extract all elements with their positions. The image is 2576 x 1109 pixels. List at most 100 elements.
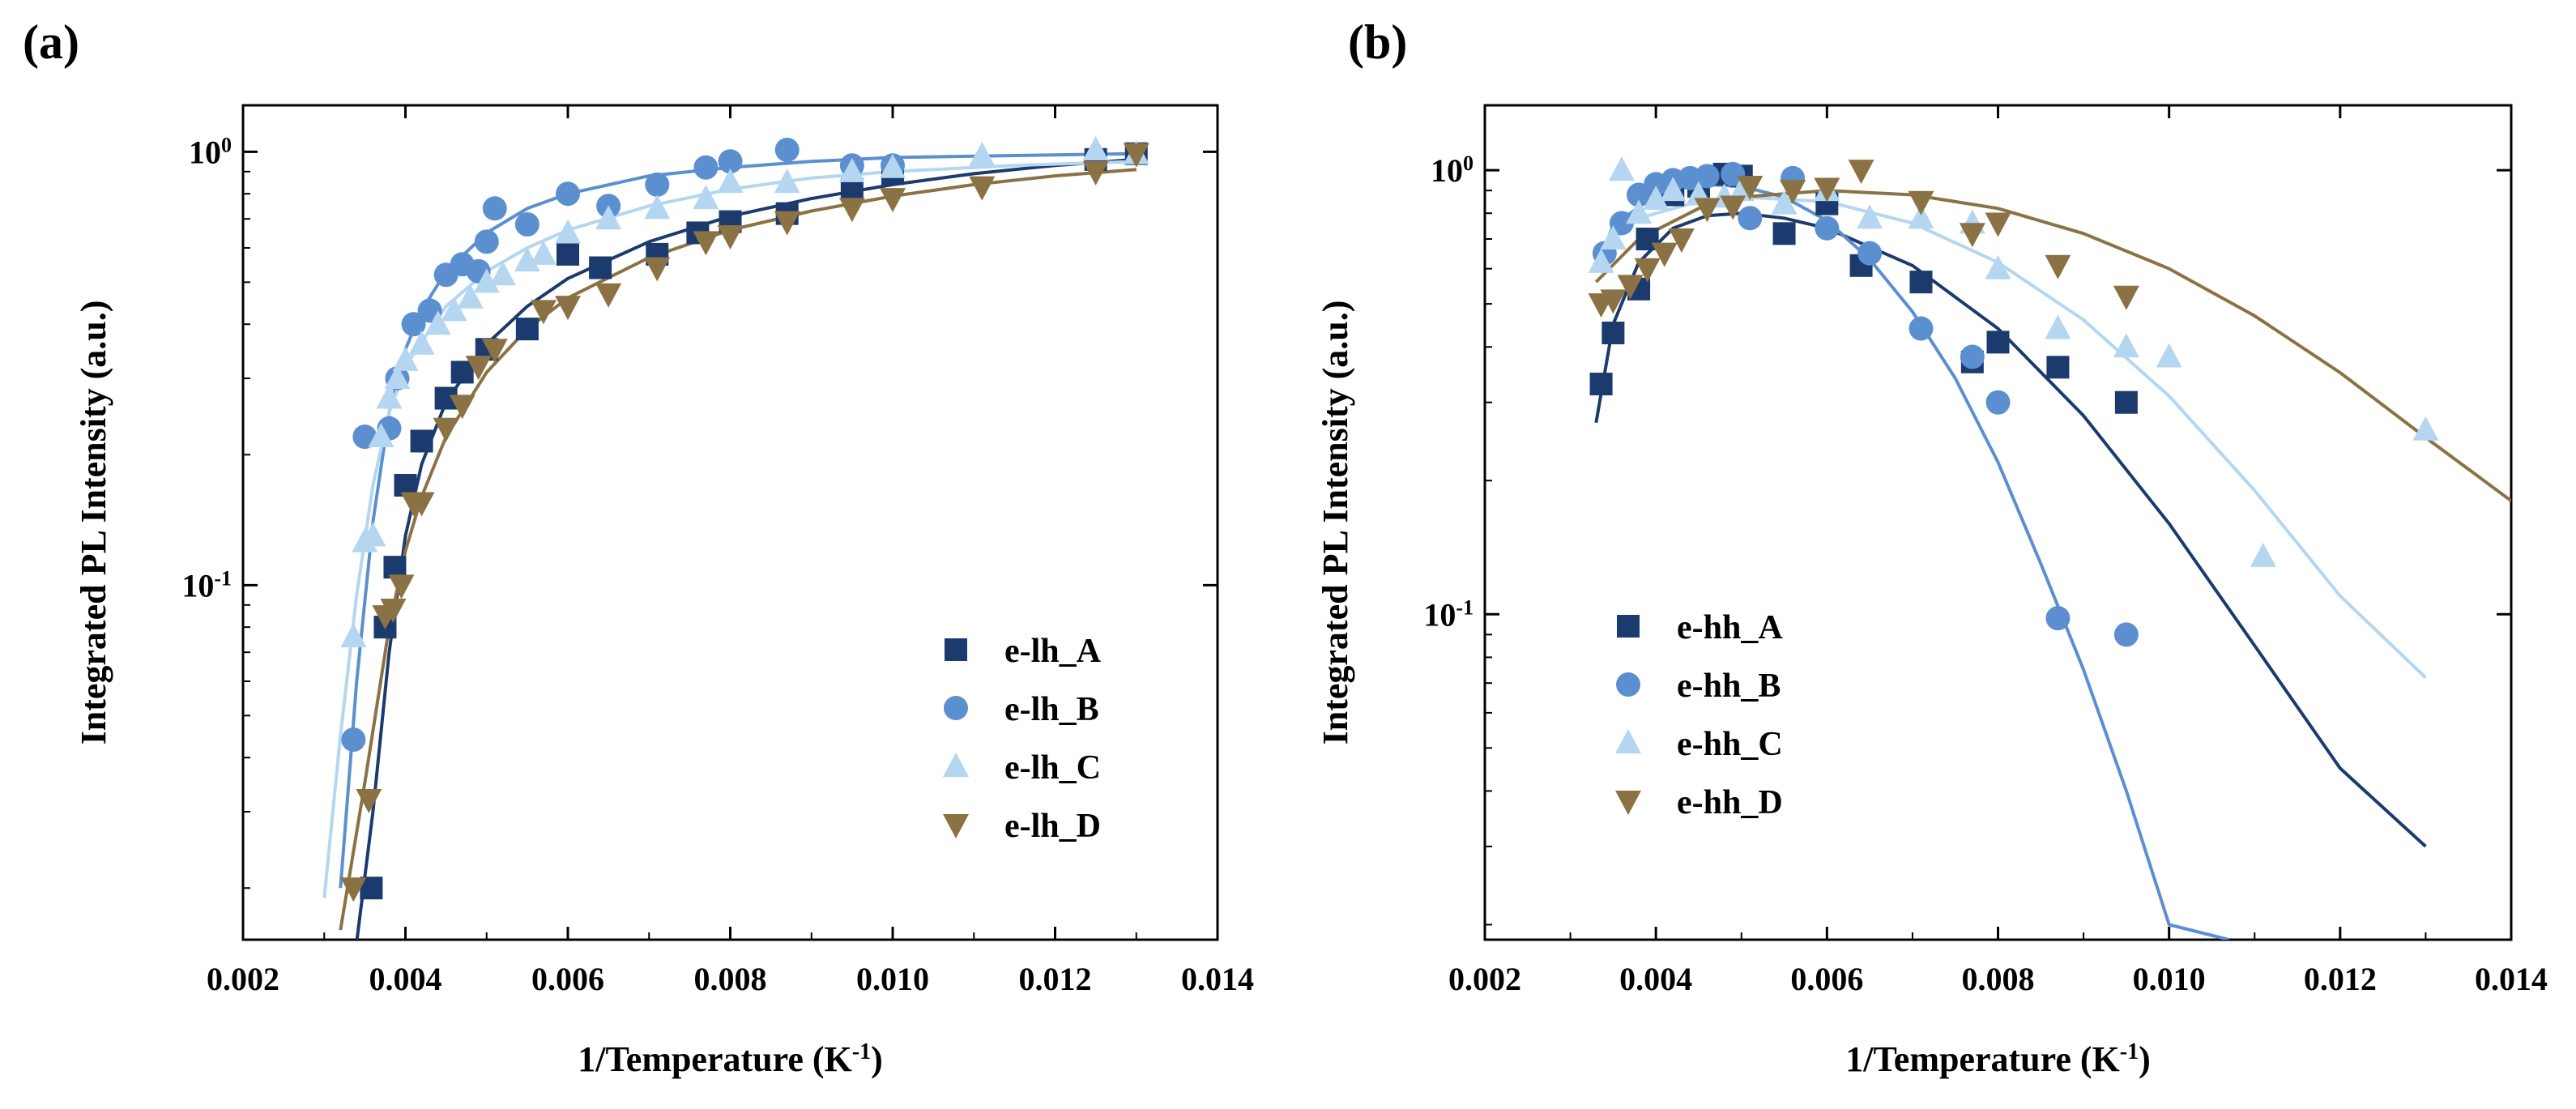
e-lh_C-point-8 (424, 310, 451, 335)
e-lh_D-point-11 (530, 300, 557, 325)
e-hh_D-point-16 (2113, 285, 2139, 310)
legend-e-hh_B-point (1616, 672, 1640, 697)
e-hh_C-point-2 (1608, 156, 1635, 181)
e-lh_B-point-14 (645, 172, 670, 197)
e-hh_A-point-11 (1909, 271, 1933, 294)
e-hh_D-point-15 (2045, 254, 2071, 279)
e-lh_A-point-9 (557, 242, 579, 266)
x-tick-label: 0.012 (2304, 961, 2377, 997)
legend: e-lh_A e-lh_B e-lh_C e-lh_D (943, 633, 1102, 845)
e-lh_C-point-16 (595, 205, 622, 230)
e-hh_D-point-9 (1780, 180, 1806, 205)
e-hh_B-point-7 (1721, 161, 1746, 186)
e-hh_D-point-10 (1814, 177, 1840, 203)
e-lh_A-point-10 (589, 256, 612, 279)
e-lh_B-point-12 (556, 181, 580, 207)
legend-e-lh_B-point (944, 696, 968, 720)
e-lh_D-point-13 (595, 283, 622, 308)
panel-a-label: (a) (23, 15, 79, 69)
x-tick-label: 0.010 (2133, 961, 2206, 997)
e-lh_C-point-4 (376, 384, 403, 409)
e-hh_D-point-3 (1634, 258, 1661, 283)
x-tick-label: 0.006 (531, 961, 604, 997)
e-lh_A-point-6 (450, 360, 474, 384)
e-hh_D-point-11 (1848, 160, 1874, 185)
e-hh_D-fit-curve (1594, 189, 2511, 502)
fit-curves (1594, 182, 2511, 940)
legend-item-e-hh_D: e-hh_D (1615, 784, 1783, 821)
legend-item-e-hh_A: e-hh_A (1617, 609, 1783, 646)
e-hh_C-point-12 (1908, 204, 1934, 229)
e-hh_B-fit-curve (1594, 182, 2230, 940)
e-lh_D-point-18 (838, 198, 865, 223)
e-lh_D-point-3 (380, 599, 407, 624)
e-hh_B-point-1 (1609, 211, 1634, 236)
e-lh_D-point-7 (433, 417, 459, 442)
e-lh_C-point-22 (880, 153, 906, 178)
e-lh_C-point-14 (530, 240, 557, 265)
e-hh_C-point-9 (1771, 190, 1798, 215)
e-lh_C-point-15 (555, 219, 581, 244)
y-axis-label: Integrated PL Intensity (a.u.) (1316, 301, 1355, 745)
e-hh_C-point-3 (1626, 199, 1653, 224)
y-tick-label: 100 (1431, 151, 1474, 190)
e-lh_A-series (360, 142, 1148, 900)
y-axis-label: Integrated PL Intensity (a.u.) (74, 301, 113, 745)
x-tick-label: 0.006 (1790, 961, 1863, 997)
e-hh_D-point-14 (1985, 212, 2011, 237)
e-lh_B-point-17 (774, 138, 800, 163)
e-hh_B-point-15 (2045, 606, 2071, 631)
y-tick-label: 100 (189, 133, 232, 171)
e-hh_C-point-18 (2250, 542, 2276, 567)
e-lh_A-point-8 (515, 318, 539, 341)
e-lh_C-point-21 (838, 157, 865, 182)
e-hh_C-point-4 (1643, 186, 1670, 211)
e-lh_D-point-10 (481, 339, 508, 364)
e-hh_A-point-14 (2046, 356, 2070, 379)
chart-panel-b: 0.002 0.004 0.006 0.008 0.010 0.012 0.014 1001… (1316, 104, 2548, 1080)
e-lh_C-point-9 (441, 296, 467, 322)
x-tick-label: 0.012 (1019, 961, 1092, 997)
legend-item-e-lh_A: e-lh_A (945, 633, 1102, 670)
e-lh_D-point-16 (717, 225, 744, 250)
e-hh_C-point-15 (2045, 314, 2071, 339)
x-axis-label: 1/Temperature (K-1) (1845, 1039, 2151, 1080)
e-lh_C-point-6 (392, 346, 419, 371)
e-hh_C-point-16 (2113, 333, 2139, 358)
legend-label: e-lh_C (1004, 749, 1101, 787)
e-lh_C-point-24 (1082, 136, 1109, 161)
e-hh_D-point-4 (1651, 242, 1678, 267)
legend-e-hh_D-point (1615, 791, 1641, 815)
e-hh_B-point-13 (1960, 344, 1985, 369)
e-lh_D-point-12 (555, 296, 581, 321)
e-hh_B-point-8 (1738, 206, 1763, 231)
legend-label: e-lh_D (1004, 808, 1101, 845)
e-lh_C-point-20 (774, 168, 800, 194)
legend-e-lh_A-point (945, 638, 967, 661)
legend-item-e-lh_B: e-lh_B (944, 691, 1099, 728)
legend-item-e-lh_D: e-lh_D (943, 808, 1101, 845)
e-lh_D-point-22 (1123, 143, 1149, 168)
e-lh_C-point-19 (717, 168, 744, 194)
e-lh_C-point-13 (514, 247, 540, 272)
e-hh_C-series (1588, 156, 2439, 567)
e-lh_D-point-9 (465, 356, 492, 381)
legend-label: e-hh_C (1677, 726, 1783, 763)
e-hh_A-point-15 (2114, 390, 2138, 414)
legend: e-hh_A e-hh_B e-hh_C e-hh_D (1615, 609, 1783, 821)
e-lh_C-point-18 (693, 185, 719, 210)
x-axis-label: 1/Temperature (K-1) (578, 1039, 883, 1080)
y-axis-ticks: 100 10-1 (181, 133, 1218, 889)
e-hh_A-point-8 (1772, 222, 1796, 245)
e-lh_D-point-0 (340, 877, 367, 902)
y-tick-label: 10-1 (181, 566, 232, 604)
legend-label: e-lh_B (1004, 691, 1099, 728)
x-tick-label: 0.002 (1448, 961, 1521, 997)
e-hh_C-point-14 (1985, 254, 2011, 279)
e-hh_C-point-1 (1600, 225, 1627, 250)
e-lh_C-point-11 (473, 268, 500, 293)
e-lh_C-point-0 (340, 623, 367, 648)
e-lh_D-point-20 (969, 176, 996, 201)
e-hh_C-point-0 (1588, 248, 1614, 273)
